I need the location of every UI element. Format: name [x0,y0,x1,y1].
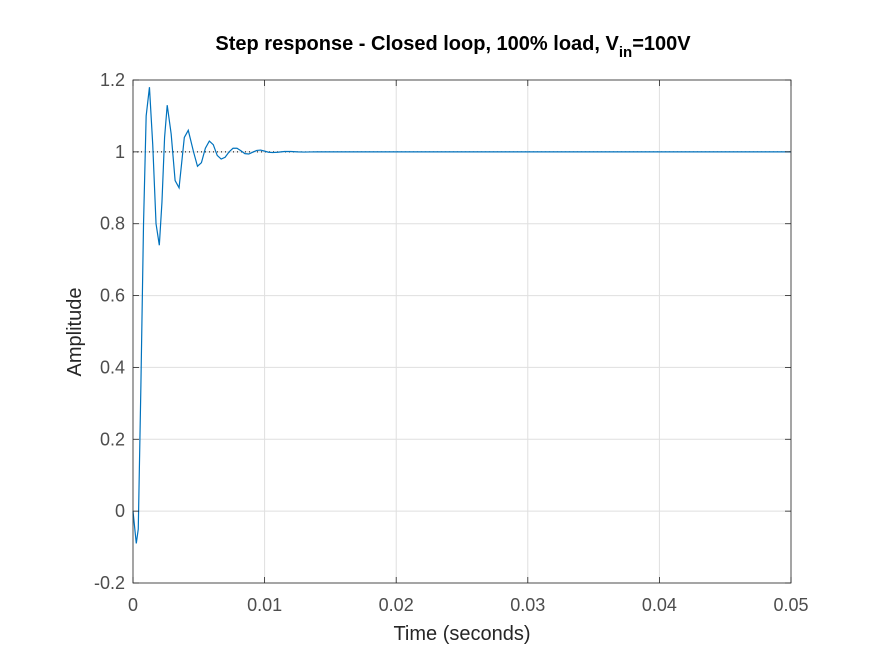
plot-frame [132,79,792,584]
step-response-line [132,87,791,544]
y-tick-labels: -0.2 0 0.2 0.4 0.6 0.8 1 1.2 [94,70,125,593]
y-tick-label: 1 [115,142,125,162]
x-tick-label: 0.04 [642,595,677,615]
axis-ticks [132,79,792,584]
x-tick-label: 0.01 [247,595,282,615]
y-axis-label: Amplitude [64,288,86,377]
x-tick-label: 0 [128,595,138,615]
y-tick-label: 1.2 [100,70,125,90]
y-tick-label: 0 [115,501,125,521]
y-tick-label: 0.4 [100,357,125,377]
y-tick-label: 0.6 [100,286,125,306]
y-tick-label: -0.2 [94,573,125,593]
x-tick-label: 0.05 [773,595,808,615]
x-tick-labels: 0 0.01 0.02 0.03 0.04 0.05 [128,595,809,615]
x-axis-label: Time (seconds) [393,623,530,645]
y-tick-label: 0.2 [100,429,125,449]
x-tick-label: 0.03 [510,595,545,615]
y-tick-label: 0.8 [100,214,125,234]
x-tick-label: 0.02 [379,595,414,615]
plot-area [133,80,791,583]
chart-title: Step response - Closed loop, 100% load, … [215,33,691,61]
